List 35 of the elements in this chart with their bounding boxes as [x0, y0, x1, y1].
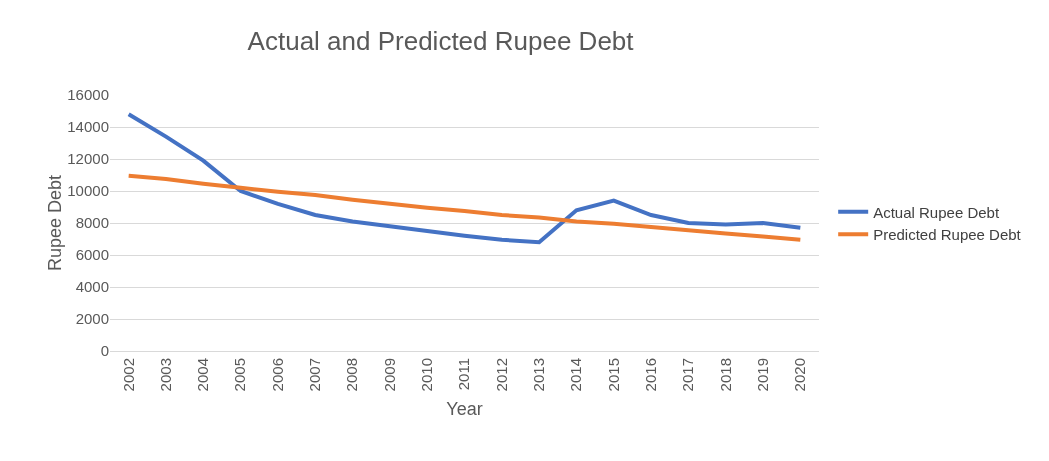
- x-tick-label: 2014: [567, 358, 585, 392]
- y-tick-label: 4000: [75, 278, 109, 296]
- x-tick-label: 2002: [119, 358, 137, 392]
- y-tick-label: 2000: [75, 310, 109, 328]
- y-tick-label: 14000: [67, 118, 109, 136]
- line-series: [126, 173, 803, 242]
- x-tick-label: 2015: [604, 358, 622, 392]
- y-axis-title: Rupee Debt: [45, 174, 66, 272]
- x-tick-label: 2011: [455, 358, 473, 391]
- x-tick-label: 2003: [156, 358, 174, 392]
- y-tick-label: 12000: [67, 150, 109, 168]
- x-tick-label: 2006: [268, 358, 286, 392]
- y-tick-label: 8000: [75, 214, 109, 232]
- y-tick-label: 10000: [67, 182, 109, 200]
- x-axis-title: Year: [446, 399, 483, 419]
- y-tick-label: 16000: [67, 86, 109, 104]
- x-tick-label: 2005: [231, 358, 249, 392]
- x-tick-label: 2012: [492, 358, 510, 392]
- x-tick-label: 2013: [530, 358, 548, 392]
- y-tick-label: 0: [100, 342, 109, 360]
- legend-label: Actual Rupee Debt: [873, 203, 1000, 221]
- chart-title: Actual and Predicted Rupee Debt: [247, 26, 635, 57]
- x-tick-label: 2020: [791, 358, 809, 392]
- x-tick-label: 2019: [753, 358, 771, 392]
- y-tick-label: 6000: [75, 246, 109, 264]
- x-tick-label: 2016: [641, 358, 659, 392]
- x-tick-label: 2007: [306, 358, 324, 392]
- x-tick-label: 2017: [679, 358, 697, 392]
- x-tick-label: 2010: [418, 358, 436, 392]
- x-tick-label: 2018: [716, 358, 734, 392]
- x-tick-label: 2008: [343, 358, 361, 392]
- legend-label: Predicted Rupee Debt: [873, 226, 1022, 244]
- x-tick-label: 2004: [194, 358, 212, 392]
- line-series: [126, 112, 803, 245]
- x-tick-label: 2009: [380, 358, 398, 392]
